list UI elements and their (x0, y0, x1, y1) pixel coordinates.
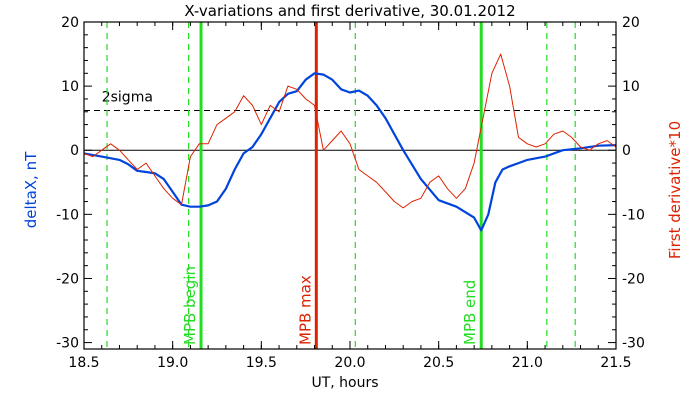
plot-frame (83, 21, 617, 350)
x-tick-label-6: 21.5 (600, 355, 631, 371)
x-tick-label-5: 21.0 (512, 355, 543, 371)
y-tick-label-left-5: -30 (56, 336, 79, 352)
y-tick-label-right-3: -10 (622, 207, 645, 223)
x-tick-label-2: 19.5 (246, 355, 277, 371)
y-tick-label-left-1: 10 (61, 79, 79, 95)
y-tick-label-left-0: 20 (61, 15, 79, 31)
y-tick-label-right-2: 0 (622, 143, 631, 159)
x-tick-label-1: 19.0 (157, 355, 188, 371)
x-tick-label-3: 20.0 (334, 355, 365, 371)
y-tick-label-left-4: -20 (56, 271, 79, 287)
y-tick-label-left-3: -10 (56, 207, 79, 223)
x-tick-label-0: 18.5 (68, 355, 99, 371)
y-tick-label-right-5: -30 (622, 336, 645, 352)
x-axis-label: UT, hours (311, 375, 378, 391)
y-axis-label-left: deltaX, nT (22, 151, 40, 228)
y-tick-label-right-1: 10 (622, 79, 640, 95)
y-tick-label-left-2: 0 (70, 143, 79, 159)
marker-label-2: MPB end (461, 280, 479, 345)
threshold-label: 2sigma (102, 89, 153, 105)
marker-label-1: MPB max (296, 275, 314, 345)
x-tick-label-4: 20.5 (423, 355, 454, 371)
y-axis-label-right: First derivative*10 (666, 121, 684, 259)
series-line-1 (83, 53, 617, 209)
marker-label-0: MPB begin (181, 266, 199, 345)
chart-title: X-variations and first derivative, 30.01… (184, 2, 515, 20)
y-tick-label-right-0: 20 (622, 15, 640, 31)
series-line-0 (83, 72, 617, 232)
y-tick-label-right-4: -20 (622, 271, 645, 287)
